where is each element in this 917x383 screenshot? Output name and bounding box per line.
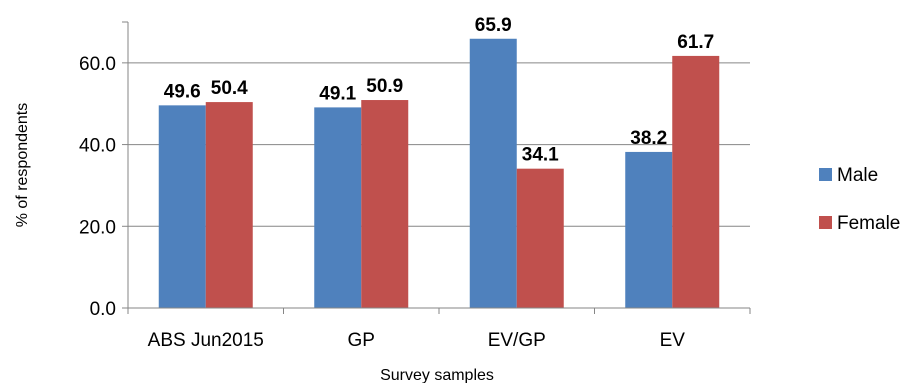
- bar-female: [516, 168, 564, 308]
- bar-female: [361, 100, 409, 308]
- y-tick-label: 40.0: [79, 136, 116, 157]
- legend-label-male: Male: [837, 165, 878, 186]
- x-category-label: EV/GP: [488, 330, 546, 351]
- bar-male: [469, 38, 517, 308]
- x-category-labels: ABS Jun2015 GP EV/GP EV: [148, 330, 686, 351]
- bar-male: [314, 107, 362, 309]
- data-label: 61.7: [677, 32, 714, 53]
- data-label: 49.1: [319, 83, 356, 104]
- legend-swatch-female: [819, 216, 832, 229]
- data-label: 65.9: [475, 15, 512, 36]
- bar-female: [205, 102, 253, 308]
- x-category-label: ABS Jun2015: [148, 330, 264, 351]
- data-label: 49.6: [164, 81, 201, 102]
- data-label: 50.9: [366, 76, 403, 97]
- x-category-label: EV: [660, 330, 686, 351]
- x-category-label: GP: [348, 330, 375, 351]
- bar-male: [625, 151, 673, 308]
- y-tick-labels: 0.0 20.0 40.0 60.0: [79, 54, 116, 320]
- y-tick-label: 60.0: [79, 54, 116, 75]
- data-labels: 49.6 50.4 49.1 50.9 65.9 34.1 38.2 61.7: [164, 15, 714, 166]
- legend-swatch-male: [819, 168, 832, 181]
- data-label: 38.2: [630, 128, 667, 149]
- data-label: 34.1: [522, 145, 559, 166]
- bars: [158, 38, 720, 309]
- axes: [122, 21, 751, 314]
- legend: Male Female: [819, 165, 900, 234]
- bar-female: [672, 55, 720, 308]
- x-axis-title: Survey samples: [380, 367, 494, 383]
- y-tick-label: 20.0: [79, 217, 116, 238]
- legend-label-female: Female: [837, 213, 900, 234]
- y-tick-label: 0.0: [90, 299, 116, 320]
- y-axis-title: % of respondents: [14, 103, 31, 228]
- bar-male: [158, 105, 206, 308]
- data-label: 50.4: [211, 78, 248, 99]
